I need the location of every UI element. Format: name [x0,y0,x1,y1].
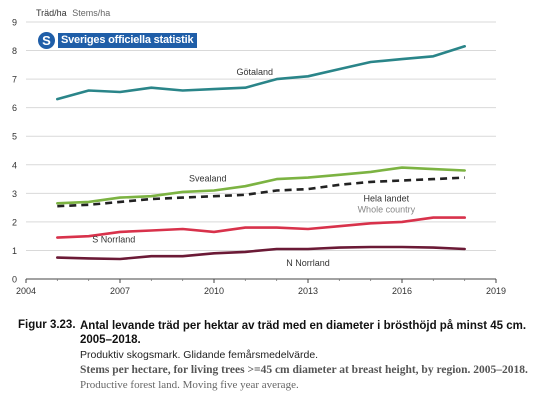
series-lines [55,44,467,261]
y-axis-label-en: Stems/ha [72,8,110,18]
y-axis-label-sv: Träd/ha [36,8,67,18]
y-tick-label: 3 [12,189,17,199]
gridlines [26,21,496,251]
y-tick-label: 2 [12,217,17,227]
y-tick-label: 5 [12,132,17,142]
series-line-s-norrland [55,216,467,239]
y-tick-label: 9 [12,18,17,28]
x-tick-label: 2010 [204,286,224,296]
figure-number: Figur 3.23. [18,319,76,331]
series-line-hela-landet [57,176,465,208]
y-tick-label: 7 [12,75,17,85]
sos-logo-text: Sveriges officiella statistik [58,33,198,48]
series-label: Götaland [236,67,273,77]
series-label: S Norrland [92,235,135,245]
figure-caption: Figur 3.23. Antal levande träd per hekta… [18,319,528,392]
x-tick-label: 2019 [486,286,506,296]
series-label: Hela landet [364,193,410,203]
x-tick-label: 2013 [298,286,318,296]
y-tick-label: 4 [12,160,17,170]
caption-subtitle-sv: Produktiv skogsmark. Glidande femårsmede… [80,349,319,361]
caption-title-en: Stems per hectare, for living trees >=45… [80,364,528,376]
series-label: Svealand [189,173,227,183]
y-tick-label: 0 [12,275,17,285]
series-line-svealand [55,166,467,205]
caption-subtitle-en: Productive forest land. Moving five year… [80,379,299,391]
series-label-en: Whole country [358,204,416,214]
x-tick-label: 2016 [392,286,412,296]
y-axis-label: Träd/ha Stems/ha [36,8,110,18]
y-tick-label: 6 [12,103,17,113]
caption-title-sv: Antal levande träd per hektar av träd me… [80,320,527,346]
y-tick-label: 8 [12,46,17,56]
sos-logo: S Sveriges officiella statistik [38,32,198,49]
series-label: N Norrland [286,258,330,268]
series-line-n-norrland [55,245,467,261]
series-line-g-taland [55,44,467,101]
x-tick-label: 2007 [110,286,130,296]
line-chart: 0 1 2 3 4 5 6 7 8 9 2004 2007 2010 2013 2016 2019 Götal… [12,8,506,297]
sos-logo-icon: S [38,32,55,49]
x-tick-label: 2004 [16,286,36,296]
axes: 0 1 2 3 4 5 6 7 8 9 2004 2007 2010 2013 2016 2019 [12,18,506,297]
y-tick-label: 1 [12,246,17,256]
